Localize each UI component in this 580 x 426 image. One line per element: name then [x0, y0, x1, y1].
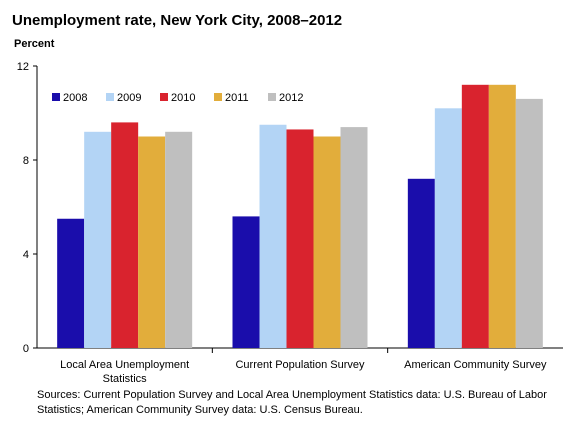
bars: [57, 84, 543, 349]
y-tick-label-12: 12: [17, 61, 29, 73]
category-label-3: American Community Survey: [404, 359, 547, 371]
source-note: Sources: Current Population Survey and L…: [37, 389, 547, 416]
legend-label-2009: 2009: [117, 92, 141, 104]
chart-title: Unemployment rate, New York City, 2008–2…: [12, 12, 343, 29]
legend-label-2012: 2012: [279, 92, 303, 104]
bar-2011-cat3: [488, 84, 516, 349]
category-labels: Local Area Unemployment Statistics Current…: [60, 359, 547, 385]
bar-2011-cat1: [138, 136, 166, 348]
bar-2009-cat3: [434, 108, 462, 348]
y-tick-label-8: 8: [23, 155, 29, 167]
legend-label-2011: 2011: [225, 92, 249, 104]
y-tick-label-4: 4: [23, 249, 29, 261]
legend-swatch-2010: [160, 93, 168, 101]
category-label-1-line2: Statistics: [103, 373, 148, 385]
y-tick-label-0: 0: [23, 343, 29, 355]
bar-2011-cat2: [313, 136, 341, 348]
legend-swatch-2008: [52, 93, 60, 101]
category-label-2: Current Population Survey: [235, 359, 365, 371]
bar-2012-cat3: [515, 98, 543, 349]
legend-label-2010: 2010: [171, 92, 195, 104]
bar-2009-cat2: [259, 124, 287, 348]
bar-2009-cat1: [84, 131, 112, 348]
bar-2012-cat2: [340, 127, 368, 348]
legend-swatch-2011: [214, 93, 222, 101]
bar-2010-cat3: [461, 84, 489, 349]
bar-2008-cat2: [232, 216, 260, 348]
legend-swatch-2009: [106, 93, 114, 101]
category-label-1: Local Area Unemployment: [60, 359, 189, 371]
bar-2008-cat3: [407, 178, 435, 348]
bar-2012-cat1: [165, 131, 193, 348]
legend: 2008 2009 2010 2011 2012: [52, 92, 303, 104]
bar-2008-cat1: [57, 218, 85, 348]
bar-2010-cat2: [286, 129, 314, 348]
y-axis-label: Percent: [14, 38, 55, 50]
legend-label-2008: 2008: [63, 92, 87, 104]
bar-2010-cat1: [111, 122, 139, 349]
legend-swatch-2012: [268, 93, 276, 101]
